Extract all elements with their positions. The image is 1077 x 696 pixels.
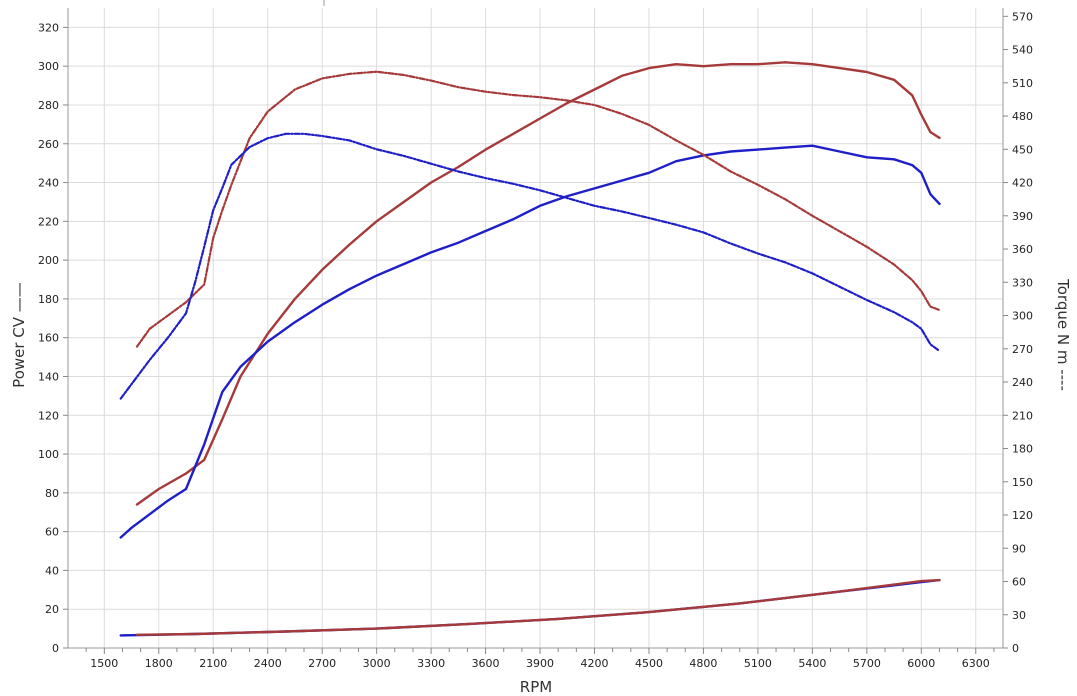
y-tick-label: 240 xyxy=(38,177,59,190)
y2-tick-label: 240 xyxy=(1012,376,1033,389)
series-line-2 xyxy=(119,144,941,539)
x-tick-label: 4200 xyxy=(581,657,609,670)
x-tick-label: 3300 xyxy=(417,657,445,670)
y2-tick-label: 390 xyxy=(1012,210,1033,223)
y-tick-label: 80 xyxy=(45,487,59,500)
x-tick-label: 2100 xyxy=(199,657,227,670)
y2-tick-label: 90 xyxy=(1012,542,1026,555)
x-tick-label: 4800 xyxy=(689,657,717,670)
y-tick-label: 60 xyxy=(45,526,59,539)
x-tick-label: 6300 xyxy=(962,657,990,670)
y-tick-label: 0 xyxy=(52,642,59,655)
y2-tick-label: 30 xyxy=(1012,609,1026,622)
y-tick-label: 180 xyxy=(38,293,59,306)
x-tick-label: 2400 xyxy=(254,657,282,670)
axis-layer xyxy=(67,0,1004,649)
x-tick-label: 2700 xyxy=(308,657,336,670)
series-line-1 xyxy=(135,61,941,506)
y2-tick-label: 60 xyxy=(1012,576,1026,589)
y2-tick-label: 570 xyxy=(1012,10,1033,23)
y-tick-label: 40 xyxy=(45,564,59,577)
series-line-4 xyxy=(119,132,941,400)
y2-tick-label: 540 xyxy=(1012,44,1033,57)
y-tick-label: 220 xyxy=(38,215,59,228)
series-line-5 xyxy=(119,578,941,637)
y-axis-title-right: Torque N m ---- xyxy=(1054,278,1072,391)
y2-tick-label: 450 xyxy=(1012,143,1033,156)
y-tick-label: 20 xyxy=(45,603,59,616)
y2-tick-label: 0 xyxy=(1012,642,1019,655)
y2-tick-label: 510 xyxy=(1012,77,1033,90)
y-tick-label: 140 xyxy=(38,370,59,383)
tick-layer: 0 20 40 60 80 100 120 140 160 180 200 220 240 260 280 3… xyxy=(38,10,1033,670)
y-tick-label: 120 xyxy=(38,409,59,422)
y2-tick-label: 270 xyxy=(1012,343,1033,356)
y-tick-label: 100 xyxy=(38,448,59,461)
series-line-6 xyxy=(135,578,941,636)
x-tick-label: 3900 xyxy=(526,657,554,670)
y-tick-label: 280 xyxy=(38,99,59,112)
y2-tick-label: 420 xyxy=(1012,177,1033,190)
y2-tick-label: 210 xyxy=(1012,409,1033,422)
grid-layer xyxy=(68,8,1003,648)
x-axis-title: RPM xyxy=(520,678,552,696)
y2-tick-label: 180 xyxy=(1012,443,1033,456)
x-tick-label: 4500 xyxy=(635,657,663,670)
x-tick-label: 5400 xyxy=(798,657,826,670)
y2-tick-label: 300 xyxy=(1012,310,1033,323)
y2-tick-label: 330 xyxy=(1012,276,1033,289)
y2-tick-label: 120 xyxy=(1012,509,1033,522)
y-tick-label: 200 xyxy=(38,254,59,267)
y-tick-label: 300 xyxy=(38,60,59,73)
x-tick-label: 3600 xyxy=(472,657,500,670)
x-tick-label: 6000 xyxy=(907,657,935,670)
x-tick-label: 3000 xyxy=(363,657,391,670)
x-tick-label: 1500 xyxy=(90,657,118,670)
x-tick-label: 5100 xyxy=(744,657,772,670)
y2-tick-label: 360 xyxy=(1012,243,1033,256)
y-tick-label: 260 xyxy=(38,138,59,151)
y2-tick-label: 150 xyxy=(1012,476,1033,489)
y-axis-title-left: Power CV —— xyxy=(10,282,28,388)
y-tick-label: 320 xyxy=(38,21,59,34)
series-line-3 xyxy=(135,70,941,348)
y2-tick-label: 480 xyxy=(1012,110,1033,123)
y-tick-label: 160 xyxy=(38,332,59,345)
x-tick-label: 5700 xyxy=(853,657,881,670)
series-layer xyxy=(119,61,941,637)
x-tick-label: 1800 xyxy=(145,657,173,670)
